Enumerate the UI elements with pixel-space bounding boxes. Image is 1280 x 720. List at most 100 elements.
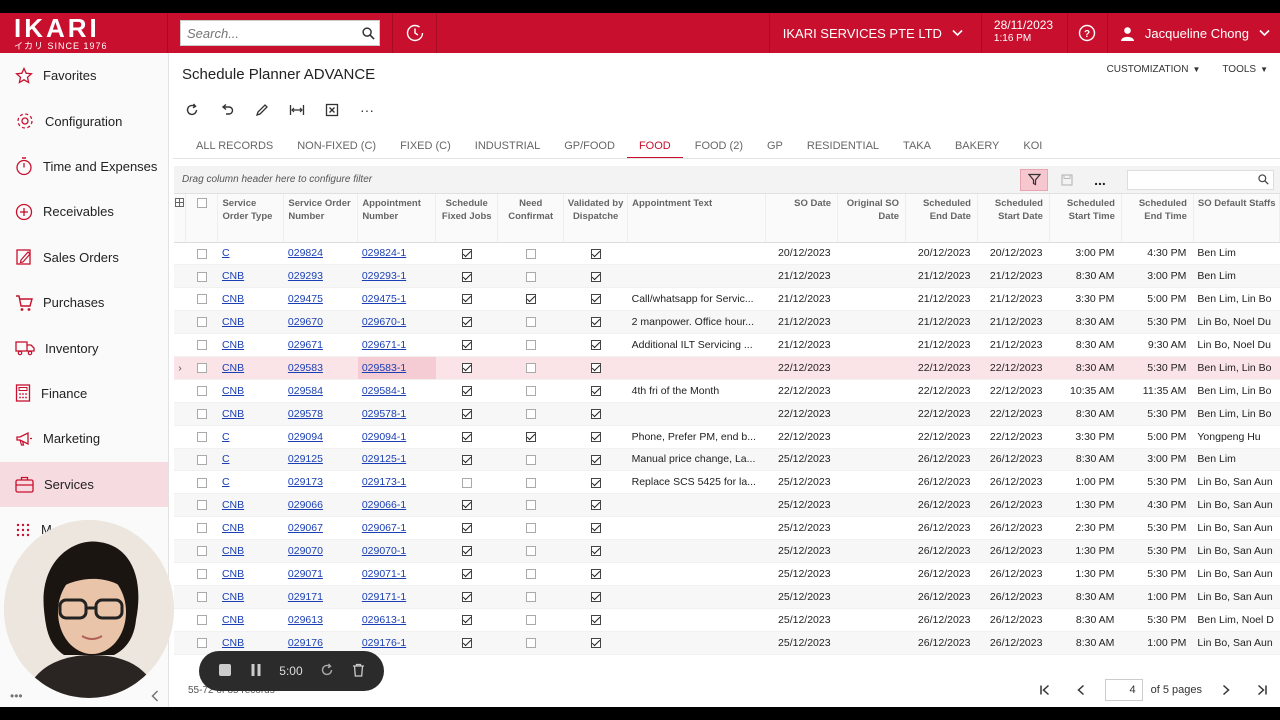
appt-number-link[interactable]: 029583-1: [361, 361, 407, 374]
row-expand-cell[interactable]: [174, 425, 186, 449]
appt-number-link[interactable]: 029475-1: [361, 293, 407, 306]
row-checkbox[interactable]: [196, 592, 207, 603]
sidebar-item-configuration[interactable]: Configuration: [0, 98, 168, 143]
tab-fixed[interactable]: FIXED (C): [400, 140, 451, 152]
cell-appt-number[interactable]: 029293-1: [357, 264, 436, 289]
logo[interactable]: IKARI イカリ SINCE 1976: [0, 13, 168, 53]
user-menu[interactable]: Jacqueline Chong: [1108, 13, 1280, 53]
cell-need-confirm[interactable]: [497, 402, 564, 426]
sidebar-item-receivables[interactable]: Receivables: [0, 189, 168, 234]
col-header-fixed-jobs[interactable]: Schedule Fixed Jobs: [435, 194, 499, 243]
appt-number-link[interactable]: 029094-1: [361, 430, 407, 443]
row-select-cell[interactable]: [185, 310, 218, 335]
cell-need-confirm[interactable]: [497, 310, 564, 335]
cell-fixed-jobs[interactable]: [435, 264, 498, 289]
cell-so-type[interactable]: CNB: [217, 516, 284, 541]
cell-validated[interactable]: [563, 287, 628, 312]
so-type-link[interactable]: C: [221, 453, 230, 466]
grid-more-button[interactable]: ...: [1086, 169, 1114, 191]
cell-so-number[interactable]: 029176: [283, 631, 358, 655]
cell-appt-number[interactable]: 029578-1: [357, 402, 436, 426]
cell-fixed-jobs[interactable]: [435, 585, 498, 609]
need-confirm-checkbox[interactable]: [525, 454, 536, 465]
history-button[interactable]: [393, 13, 437, 53]
cell-fixed-jobs[interactable]: [435, 425, 498, 449]
cell-fixed-jobs[interactable]: [435, 470, 498, 495]
row-select-cell[interactable]: [185, 516, 218, 541]
cell-fixed-jobs[interactable]: [435, 562, 498, 586]
fixed-jobs-checkbox[interactable]: [461, 569, 472, 580]
cell-so-type[interactable]: CNB: [217, 333, 284, 357]
filter-button[interactable]: [1020, 168, 1048, 191]
row-select-cell[interactable]: [185, 356, 218, 380]
so-type-link[interactable]: CNB: [221, 316, 245, 329]
cell-so-type[interactable]: C: [217, 448, 284, 472]
cell-fixed-jobs[interactable]: [435, 333, 498, 357]
validated-checkbox[interactable]: [590, 637, 601, 648]
row-expand-cell[interactable]: [174, 379, 186, 403]
row-expand-cell[interactable]: [174, 448, 186, 472]
cell-validated[interactable]: [563, 402, 628, 426]
cell-need-confirm[interactable]: [497, 287, 564, 312]
cell-so-number[interactable]: 029067: [283, 516, 358, 541]
cell-so-number[interactable]: 029584: [283, 379, 358, 403]
col-header-orig-so-date[interactable]: Original SO Date: [837, 194, 907, 243]
cell-so-type[interactable]: CNB: [217, 287, 284, 312]
appt-number-link[interactable]: 029671-1: [361, 339, 407, 351]
row-checkbox[interactable]: [196, 637, 207, 648]
col-header-need-confirm[interactable]: Need Confirmat: [497, 194, 565, 243]
appt-number-link[interactable]: 029670-1: [361, 316, 407, 329]
need-confirm-checkbox[interactable]: [525, 569, 536, 580]
row-expand-cell[interactable]: [174, 631, 186, 655]
sidebar-item-services[interactable]: Services: [0, 461, 168, 507]
cell-fixed-jobs[interactable]: [435, 608, 498, 632]
cell-fixed-jobs[interactable]: [435, 242, 498, 266]
stop-recording-button[interactable]: [218, 663, 232, 680]
col-header-so-number[interactable]: Service Order Number: [283, 194, 359, 243]
cell-validated[interactable]: [563, 585, 628, 609]
row-select-cell[interactable]: [185, 493, 218, 518]
validated-checkbox[interactable]: [590, 569, 601, 580]
cell-validated[interactable]: [563, 470, 628, 495]
edit-button[interactable]: [253, 101, 271, 119]
row-expand-cell[interactable]: [174, 264, 186, 289]
cell-need-confirm[interactable]: [497, 470, 564, 495]
cell-so-type[interactable]: CNB: [217, 493, 284, 518]
validated-checkbox[interactable]: [590, 523, 601, 534]
cell-need-confirm[interactable]: [497, 493, 564, 518]
cell-so-number[interactable]: 029094: [283, 425, 358, 449]
row-select-cell[interactable]: [185, 402, 218, 426]
cell-validated[interactable]: [563, 516, 628, 541]
appt-number-link[interactable]: 029613-1: [361, 613, 407, 626]
help-button[interactable]: ?: [1068, 13, 1108, 53]
validated-checkbox[interactable]: [590, 592, 601, 603]
need-confirm-checkbox[interactable]: [525, 363, 536, 374]
refresh-button[interactable]: [183, 101, 201, 119]
so-number-link[interactable]: 029066: [287, 499, 323, 512]
so-number-link[interactable]: 029475: [287, 293, 323, 306]
row-checkbox[interactable]: [196, 431, 207, 442]
row-checkbox[interactable]: [196, 546, 207, 557]
select-all-header[interactable]: [185, 194, 219, 243]
cell-validated[interactable]: [563, 562, 628, 586]
cell-so-type[interactable]: CNB: [217, 539, 284, 563]
cell-so-number[interactable]: 029583: [283, 356, 358, 380]
sidebar-item-purchases[interactable]: Purchases: [0, 280, 168, 325]
cell-appt-number[interactable]: 029583-1: [357, 356, 436, 380]
prev-page-button[interactable]: [1063, 684, 1099, 696]
so-number-link[interactable]: 029613: [287, 613, 323, 626]
row-checkbox[interactable]: [196, 454, 207, 465]
col-header-so-type[interactable]: Service Order Type: [217, 194, 285, 243]
cell-so-type[interactable]: C: [217, 470, 284, 495]
appt-number-link[interactable]: 029584-1: [361, 384, 407, 397]
row-select-cell[interactable]: [185, 539, 218, 563]
page-number-input[interactable]: 4: [1104, 679, 1143, 701]
expand-column-header[interactable]: [174, 194, 187, 243]
col-header-appt-text[interactable]: Appointment Text: [627, 194, 767, 243]
cell-need-confirm[interactable]: [497, 608, 564, 632]
cell-validated[interactable]: [563, 333, 628, 357]
appt-number-link[interactable]: 029071-1: [361, 567, 407, 580]
row-select-cell[interactable]: [185, 470, 218, 495]
table-row[interactable]: CNB 029070 029070-1 25/12/2023 26/12/202…: [174, 539, 1280, 563]
row-checkbox[interactable]: [196, 477, 207, 488]
